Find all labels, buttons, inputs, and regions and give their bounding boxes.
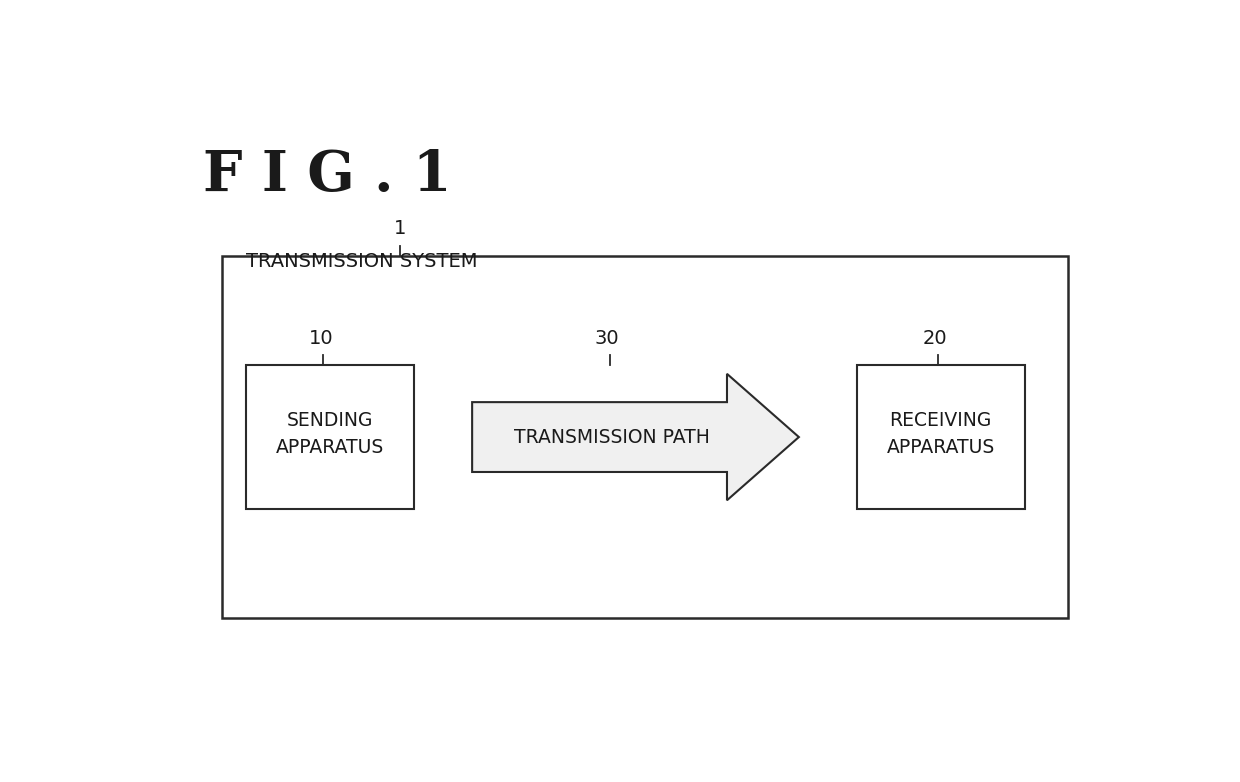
Text: 1: 1 [394, 220, 407, 239]
Bar [222, 256, 1068, 618]
Text: TRANSMISSION PATH: TRANSMISSION PATH [513, 428, 709, 447]
Text: 20: 20 [923, 329, 947, 348]
Bar [247, 364, 414, 509]
Polygon shape [472, 374, 799, 500]
Bar [857, 364, 1024, 509]
Text: 10: 10 [309, 329, 334, 348]
Text: F I G . 1: F I G . 1 [203, 148, 451, 203]
Text: TRANSMISSION SYSTEM: TRANSMISSION SYSTEM [247, 253, 477, 271]
Text: RECEIVING
APPARATUS: RECEIVING APPARATUS [887, 411, 994, 457]
Text: SENDING
APPARATUS: SENDING APPARATUS [277, 411, 384, 457]
Text: 30: 30 [594, 329, 619, 348]
